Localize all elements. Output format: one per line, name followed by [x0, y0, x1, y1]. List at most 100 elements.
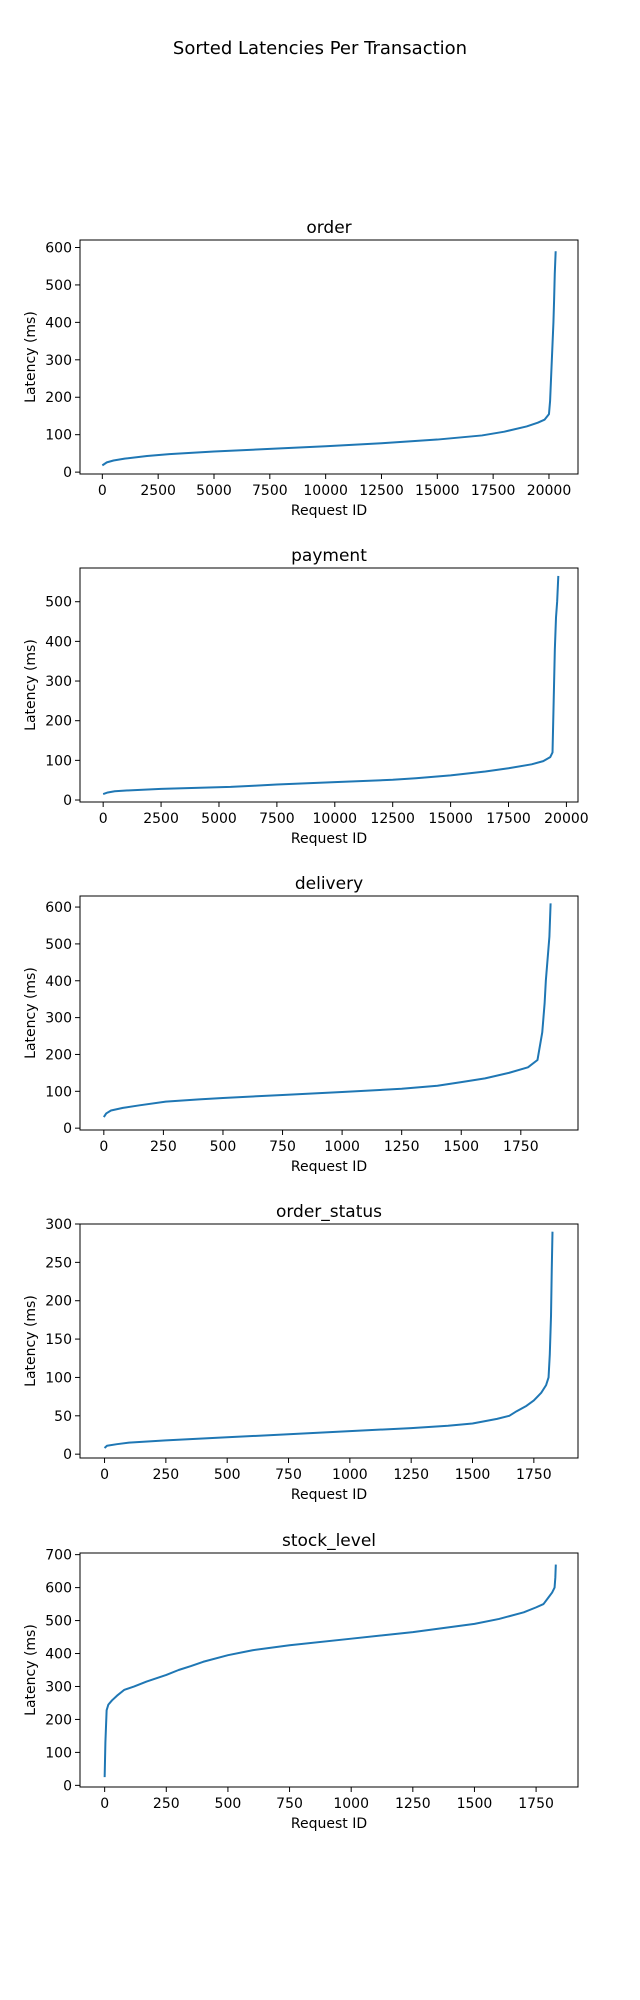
x-tick-label: 0	[99, 811, 108, 827]
x-tick-label: 1000	[324, 1139, 360, 1155]
x-tick-label: 12500	[370, 811, 415, 827]
axes-frame	[79, 239, 579, 475]
x-tick-label: 1000	[332, 1467, 368, 1483]
y-tick-label: 400	[45, 1647, 72, 1663]
x-tick-label: 500	[215, 1796, 242, 1812]
x-axis-label: Request ID	[291, 1159, 367, 1175]
axes-frame	[79, 1552, 579, 1788]
y-tick-label: 600	[45, 240, 72, 256]
x-axis-label: Request ID	[291, 1816, 367, 1832]
y-axis-label: Latency (ms)	[23, 1295, 39, 1387]
y-tick-label: 200	[45, 714, 72, 730]
x-tick-label: 15000	[428, 811, 473, 827]
y-tick-label: 700	[45, 1548, 72, 1564]
y-tick-label: 200	[45, 1294, 72, 1310]
x-tick-label: 17500	[486, 811, 531, 827]
panel-title: order	[306, 218, 351, 238]
x-tick-label: 1500	[443, 1139, 479, 1155]
y-tick-label: 50	[54, 1409, 72, 1425]
y-tick-label: 400	[45, 974, 72, 990]
y-tick-label: 200	[45, 1712, 72, 1728]
y-tick-label: 300	[45, 1011, 72, 1027]
x-tick-label: 1750	[516, 1467, 552, 1483]
x-tick-label: 7500	[252, 483, 288, 499]
x-tick-label: 0	[98, 483, 107, 499]
y-tick-label: 600	[45, 900, 72, 916]
y-tick-label: 100	[45, 1084, 72, 1100]
x-tick-label: 17500	[471, 483, 516, 499]
x-tick-label: 10000	[313, 811, 358, 827]
y-tick-label: 500	[45, 937, 72, 953]
y-tick-label: 400	[45, 315, 72, 331]
y-tick-label: 600	[45, 1581, 72, 1597]
y-tick-label: 300	[45, 353, 72, 369]
y-tick-label: 400	[45, 634, 72, 650]
x-tick-label: 7500	[259, 811, 295, 827]
y-tick-label: 200	[45, 390, 72, 406]
x-tick-label: 250	[152, 1467, 179, 1483]
x-tick-label: 20000	[527, 483, 572, 499]
panel-title: delivery	[295, 874, 363, 894]
x-tick-label: 1750	[503, 1139, 539, 1155]
x-tick-label: 12500	[359, 483, 404, 499]
panel-stock_level: stock_level 0 250 500 750 1000 1250 1500 1750 0 10…	[23, 1531, 579, 1832]
y-tick-label: 300	[45, 674, 72, 690]
panel-title: payment	[291, 546, 367, 566]
x-tick-label: 1250	[395, 1796, 431, 1812]
x-tick-label: 1750	[518, 1796, 554, 1812]
y-tick-label: 500	[45, 278, 72, 294]
y-tick-label: 0	[63, 1121, 72, 1137]
panel-delivery: delivery 0 250 500 750 1000 1250 1500 1750 0 100 20…	[23, 874, 579, 1175]
x-tick-label: 5000	[201, 811, 237, 827]
figure-suptitle: Sorted Latencies Per Transaction	[173, 38, 467, 59]
axes-frame	[79, 567, 579, 803]
panel-title: order_status	[276, 1202, 382, 1222]
y-tick-label: 0	[63, 1447, 72, 1463]
x-tick-label: 250	[153, 1796, 180, 1812]
y-tick-label: 200	[45, 1047, 72, 1063]
y-tick-label: 500	[45, 1614, 72, 1630]
y-tick-label: 150	[45, 1332, 72, 1348]
x-tick-label: 0	[100, 1796, 109, 1812]
y-axis-label: Latency (ms)	[23, 311, 39, 403]
x-axis-label: Request ID	[291, 831, 367, 847]
x-tick-label: 750	[269, 1139, 296, 1155]
x-tick-label: 250	[150, 1139, 177, 1155]
panel-title: stock_level	[282, 1531, 376, 1551]
y-tick-label: 300	[45, 1679, 72, 1695]
x-tick-label: 1250	[393, 1467, 429, 1483]
x-tick-label: 20000	[544, 811, 589, 827]
y-tick-label: 0	[63, 465, 72, 481]
y-tick-label: 100	[45, 428, 72, 444]
x-tick-label: 2500	[140, 483, 176, 499]
x-tick-label: 15000	[415, 483, 460, 499]
y-tick-label: 100	[45, 1745, 72, 1761]
x-tick-label: 750	[276, 1796, 303, 1812]
series-line-order_status	[103, 1231, 554, 1449]
x-tick-label: 1500	[457, 1796, 493, 1812]
y-tick-label: 0	[63, 793, 72, 809]
x-tick-label: 1500	[455, 1467, 491, 1483]
x-tick-label: 5000	[196, 483, 232, 499]
x-tick-label: 750	[275, 1467, 302, 1483]
x-tick-label: 1000	[333, 1796, 369, 1812]
y-tick-label: 500	[45, 595, 72, 611]
axes-frame	[79, 895, 579, 1131]
x-tick-label: 2500	[143, 811, 179, 827]
x-tick-label: 10000	[303, 483, 348, 499]
y-axis-label: Latency (ms)	[23, 967, 39, 1059]
y-tick-label: 300	[45, 1217, 72, 1233]
x-tick-label: 1250	[384, 1139, 420, 1155]
y-axis-label: Latency (ms)	[23, 1624, 39, 1716]
series-line-payment	[102, 575, 560, 796]
y-tick-label: 100	[45, 1370, 72, 1386]
series-line-stock_level	[103, 1564, 557, 1778]
series-line-delivery	[102, 903, 552, 1118]
x-axis-label: Request ID	[291, 1487, 367, 1503]
y-tick-label: 0	[63, 1778, 72, 1794]
panel-order_status: order_status 0 250 500 750 1000 1250 1500 1750 0 5…	[23, 1202, 579, 1503]
x-axis-label: Request ID	[291, 503, 367, 519]
